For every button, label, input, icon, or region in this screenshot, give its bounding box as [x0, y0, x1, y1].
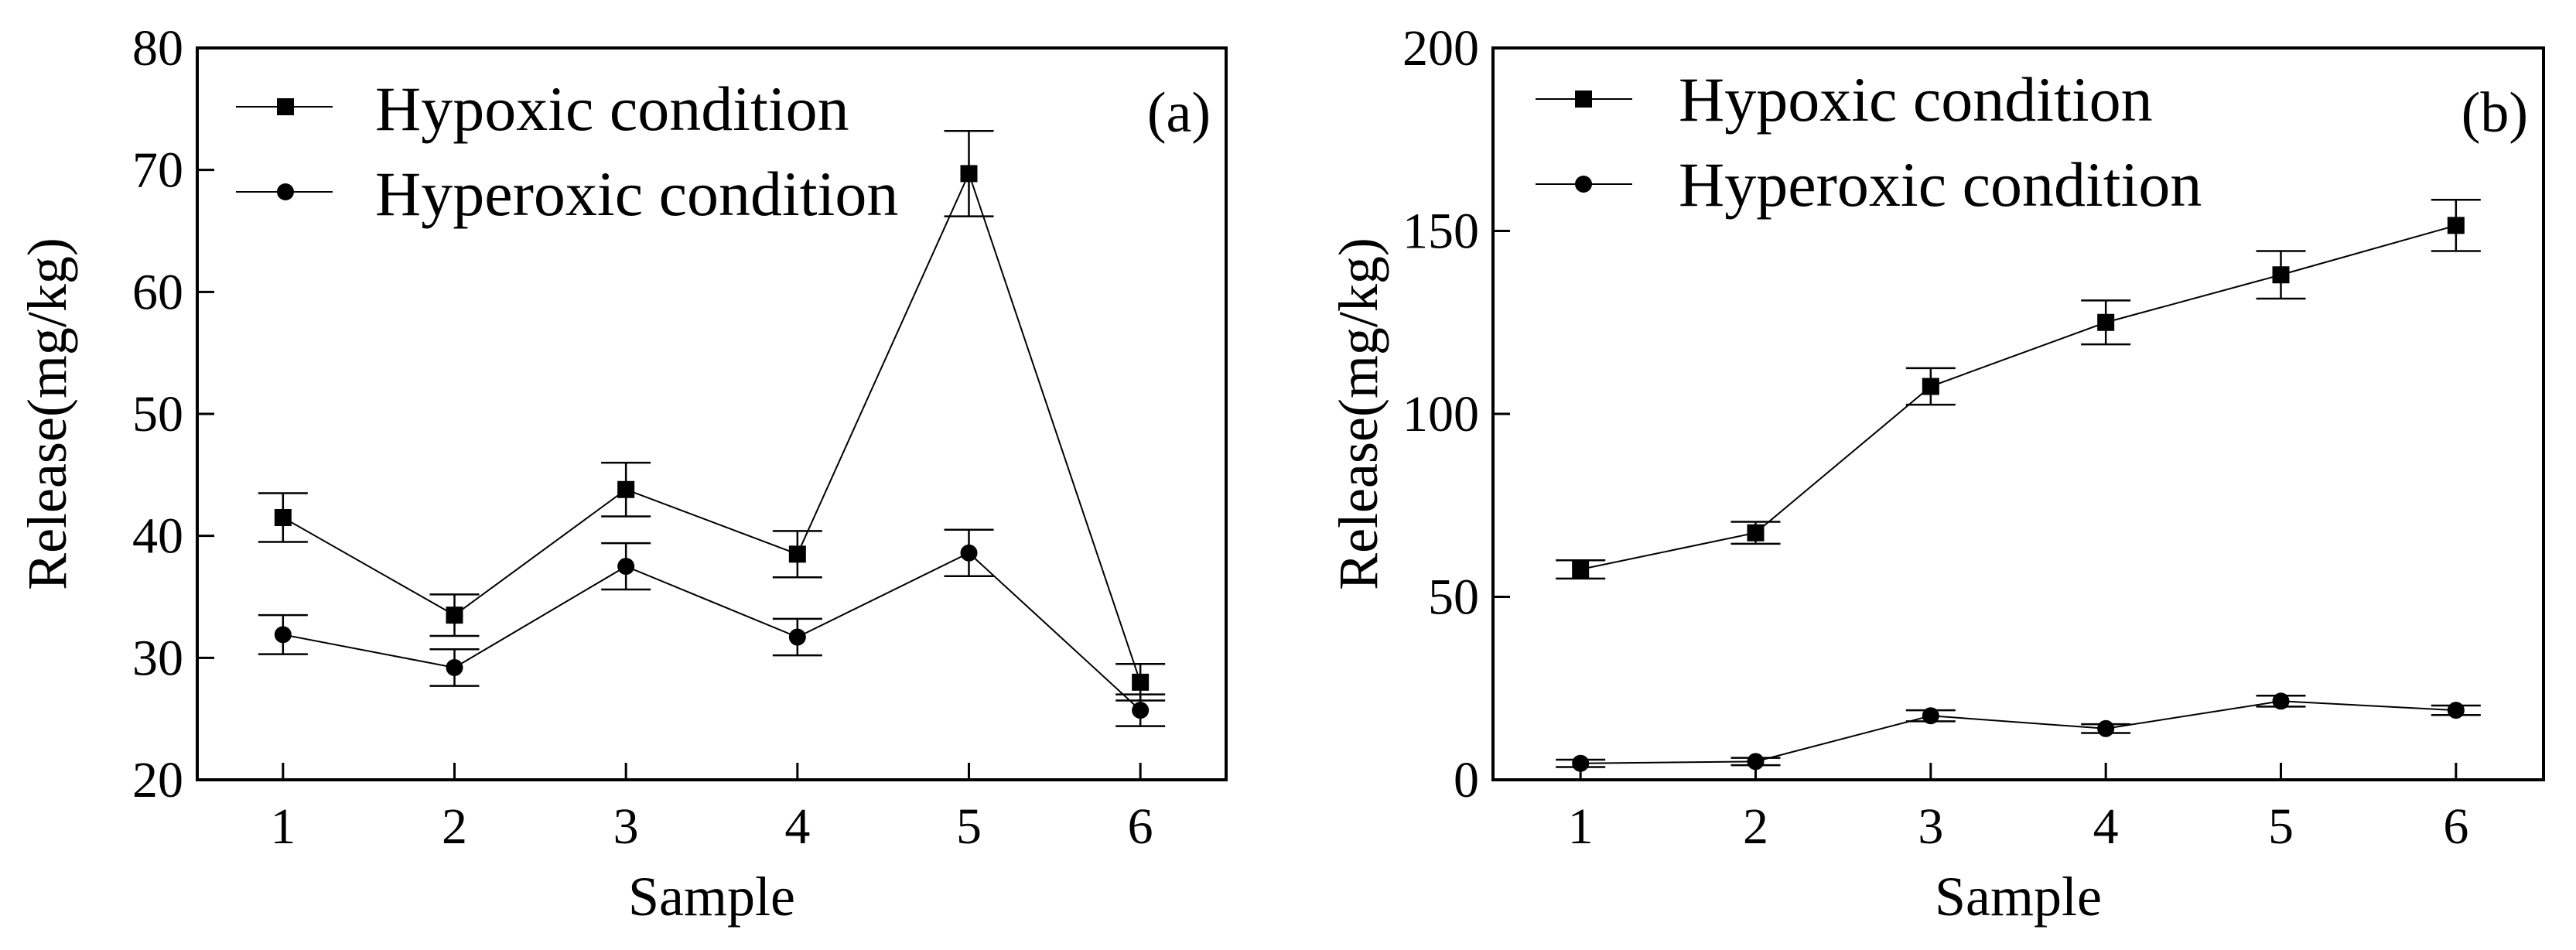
data-point-circle [446, 658, 463, 676]
legend-marker-square [277, 98, 294, 115]
x-tick-label: 6 [2443, 798, 2468, 855]
y-tick-label: 200 [1402, 20, 1479, 77]
y-axis: 20 30 40 50 60 70 80 [132, 20, 214, 808]
x-tick-label: 4 [784, 798, 810, 855]
legend-entry-hyperoxic: Hyperoxic condition [1536, 149, 2202, 220]
panel-label: (b) [2462, 81, 2528, 145]
panel-a: 20 30 40 50 60 70 80 1 2 3 4 5 6 Release(mg/kg) Sam… [16, 20, 1228, 928]
data-point-circle [960, 544, 978, 562]
y-tick-label: 70 [132, 142, 183, 199]
data-point-circle [1132, 702, 1150, 719]
data-point-square [1132, 673, 1150, 691]
y-tick-label: 50 [132, 386, 183, 443]
series-line-hypoxic [282, 171, 1142, 683]
legend-marker-circle [1575, 176, 1592, 193]
data-point-circle [1922, 707, 1939, 725]
panel-b: 0 50 100 150 200 1 2 3 4 5 6 Release(mg/kg) Sampl… [1327, 20, 2545, 928]
y-tick-label: 150 [1402, 203, 1479, 260]
legend-label-hyperoxic: Hyperoxic condition [1679, 149, 2202, 220]
series-line-hyperoxic [282, 552, 1141, 711]
x-axis: 1 2 3 4 5 6 [270, 763, 1153, 855]
data-point-circle [2097, 719, 2115, 737]
series-layer [1556, 199, 2481, 772]
x-axis: 1 2 3 4 5 6 [1568, 763, 2468, 855]
data-point-square [2272, 266, 2290, 284]
y-tick-label: 80 [132, 20, 183, 77]
y-tick-label: 40 [132, 508, 183, 565]
y-axis-title: Release(mg/kg) [1327, 238, 1389, 590]
x-tick-label: 1 [1568, 798, 1594, 855]
data-point-square [960, 165, 978, 183]
data-point-square [1572, 561, 1590, 579]
x-tick-label: 3 [613, 798, 639, 855]
data-point-square [1747, 524, 1765, 542]
y-tick-label: 50 [1428, 569, 1479, 626]
x-tick-label: 4 [2093, 798, 2119, 855]
x-tick-label: 2 [442, 798, 467, 855]
legend-entry-hypoxic: Hypoxic condition [236, 73, 849, 144]
y-tick-label: 30 [132, 630, 183, 686]
series-line-hyperoxic [1580, 700, 2456, 764]
legend-entry-hypoxic: Hypoxic condition [1536, 64, 2153, 135]
y-tick-label: 0 [1454, 752, 1479, 808]
data-point-square [617, 480, 635, 498]
data-point-circle [617, 558, 635, 576]
data-point-square [1922, 378, 1939, 395]
series-line-hypoxic [1580, 224, 2457, 571]
panel-label: (a) [1147, 81, 1211, 145]
data-point-circle [274, 626, 292, 644]
x-tick-label: 5 [2268, 798, 2294, 855]
legend-marker-square [1575, 91, 1592, 108]
legend-label-hyperoxic: Hyperoxic condition [375, 159, 898, 229]
x-tick-label: 2 [1743, 798, 1768, 855]
y-tick-label: 60 [132, 264, 183, 320]
data-point-circle [1747, 753, 1765, 771]
data-point-square [2447, 217, 2465, 234]
y-axis-title: Release(mg/kg) [16, 238, 78, 590]
legend-marker-circle [277, 183, 294, 200]
plot-frame [196, 46, 1228, 781]
x-tick-label: 6 [1128, 798, 1153, 855]
data-point-square [2097, 313, 2115, 331]
legend-label-hypoxic: Hypoxic condition [1679, 64, 2153, 135]
legend-entry-hyperoxic: Hyperoxic condition [236, 159, 898, 229]
data-point-circle [788, 628, 806, 646]
legend: Hypoxic condition Hyperoxic condition [1536, 64, 2202, 220]
data-point-circle [2272, 692, 2290, 710]
x-tick-label: 5 [956, 798, 982, 855]
y-axis: 0 50 100 150 200 [1402, 20, 1510, 808]
legend-label-hypoxic: Hypoxic condition [375, 73, 849, 144]
series-layer [258, 129, 1166, 727]
x-tick-label: 3 [1918, 798, 1943, 855]
data-point-square [788, 545, 806, 563]
data-point-square [274, 509, 292, 527]
data-point-circle [1572, 754, 1590, 772]
x-tick-label: 1 [270, 798, 296, 855]
y-tick-label: 20 [132, 752, 183, 808]
y-tick-label: 100 [1402, 386, 1479, 443]
data-point-circle [2447, 702, 2465, 719]
x-axis-title: Sample [628, 866, 795, 928]
legend: Hypoxic condition Hyperoxic condition [236, 73, 898, 229]
data-point-square [446, 607, 463, 624]
x-axis-title: Sample [1935, 866, 2102, 928]
